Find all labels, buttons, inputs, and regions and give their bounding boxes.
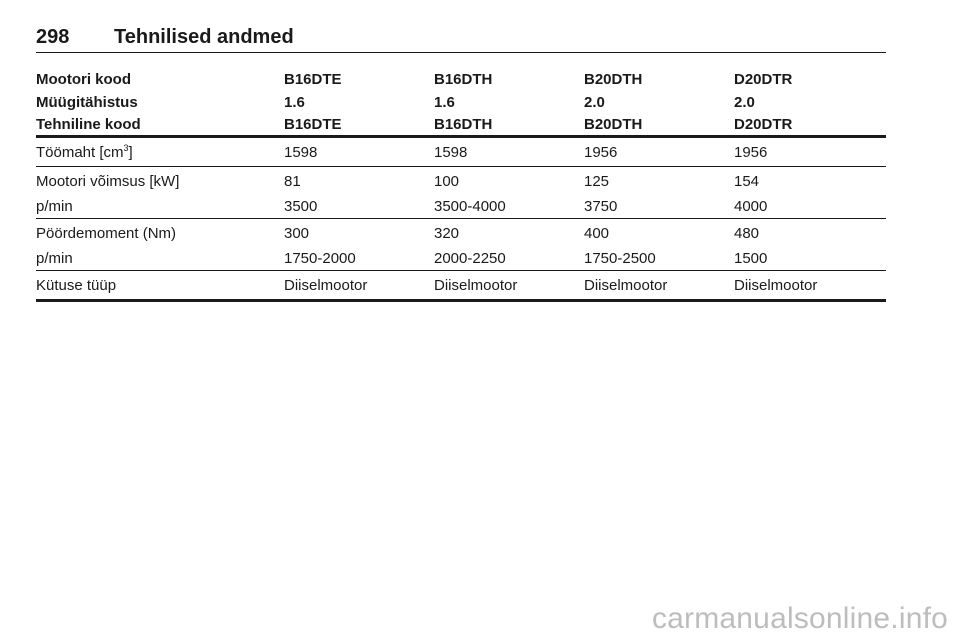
header-label: Tehniline kood (36, 114, 284, 138)
table-cell: 154 (734, 172, 760, 190)
table-row-power-rpm: p/min 3500 3500-4000 3750 4000 (36, 195, 886, 219)
table-cell: 3500 (284, 195, 434, 219)
table-cell: 100 (434, 172, 460, 190)
watermark: carmanualsonline.info (651, 602, 948, 635)
table-cell: 125 (584, 172, 610, 190)
page-header: 298 Tehnilised andmed (36, 26, 886, 53)
header-label: Müügitähistus (36, 94, 138, 111)
table-cell: Diiselmootor (284, 270, 434, 302)
table-row-torque: Pöördemoment (Nm) 300 320 400 480 (36, 219, 886, 248)
header-cell: B16DTE (284, 114, 434, 138)
table-row-displacement: Töömaht [cm3] 1598 1598 1956 1956 (36, 136, 886, 167)
row-label: p/min (36, 195, 284, 219)
engine-spec-table: Mootori kood B16DTE B16DTH B20DTH D20DTR… (36, 68, 886, 302)
table-cell: 1750-2000 (284, 247, 434, 271)
table-cell: 480 (734, 224, 760, 242)
table-cell: 400 (584, 224, 610, 242)
header-label: Mootori kood (36, 71, 131, 88)
row-label: Pöördemoment (Nm) (36, 225, 177, 242)
header-cell: 2.0 (584, 94, 605, 111)
table-cell: 1500 (734, 247, 886, 271)
header-cell: B16DTE (284, 71, 342, 88)
table-cell: 81 (284, 172, 301, 190)
header-cell: B16DTH (434, 71, 493, 88)
table-row-power: Mootori võimsus [kW] 81 100 125 154 (36, 167, 886, 196)
page-title: Tehnilised andmed (114, 26, 294, 48)
table-cell: Diiselmootor (584, 270, 734, 302)
table-cell: 1598 (284, 136, 434, 167)
table-cell: Diiselmootor (734, 270, 886, 302)
header-cell: B20DTH (584, 71, 643, 88)
header-cell: D20DTR (734, 114, 886, 138)
table-header-row-engine-code: Mootori kood B16DTE B16DTH B20DTH D20DTR (36, 68, 886, 91)
header-cell: B20DTH (584, 114, 734, 138)
page-number: 298 (36, 26, 70, 48)
row-label: Kütuse tüüp (36, 270, 284, 302)
table-cell: 1598 (434, 136, 584, 167)
header-cell: B16DTH (434, 114, 584, 138)
table-cell: 320 (434, 224, 460, 242)
row-label: Töömaht [cm3] (36, 136, 284, 167)
table-header-row-technical-code: Tehniline kood B16DTE B16DTH B20DTH D20D… (36, 114, 886, 138)
table-cell: 300 (284, 224, 310, 242)
table-cell: 3500-4000 (434, 195, 584, 219)
header-cell: 1.6 (284, 94, 305, 111)
header-cell: D20DTR (734, 71, 793, 88)
table-cell: 1956 (734, 136, 886, 167)
table-row-fuel-type: Kütuse tüüp Diiselmootor Diiselmootor Di… (36, 270, 886, 302)
table-cell: 3750 (584, 195, 734, 219)
table-cell: Diiselmootor (434, 270, 584, 302)
header-cell: 2.0 (734, 94, 755, 111)
header-cell: 1.6 (434, 94, 455, 111)
table-cell: 4000 (734, 195, 886, 219)
row-label: p/min (36, 247, 284, 271)
row-label: Mootori võimsus [kW] (36, 173, 180, 190)
table-cell: 2000-2250 (434, 247, 584, 271)
table-header-row-sales-designation: Müügitähistus 1.6 1.6 2.0 2.0 (36, 91, 886, 114)
table-row-torque-rpm: p/min 1750-2000 2000-2250 1750-2500 1500 (36, 247, 886, 271)
table-cell: 1956 (584, 136, 734, 167)
table-cell: 1750-2500 (584, 247, 734, 271)
